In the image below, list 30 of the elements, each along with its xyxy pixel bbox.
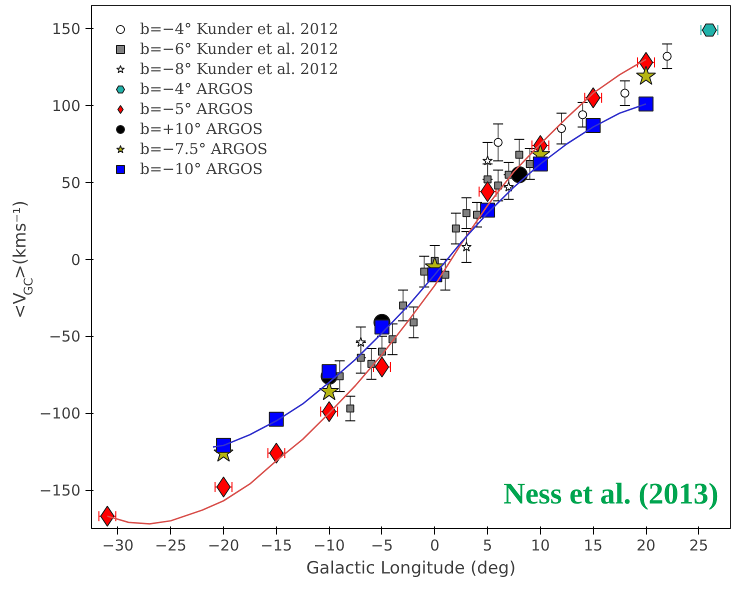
legend-label: b=−7.5° ARGOS [140, 140, 268, 158]
legend-label: b=+10° ARGOS [140, 120, 263, 138]
y-tick-label: 100 [52, 96, 81, 115]
legend-label: b=−8° Kunder et al. 2012 [140, 60, 338, 78]
y-axis-title: <VGC>(kms⁻¹) [10, 200, 36, 318]
x-tick-label: −10 [313, 536, 345, 554]
y-tick-label: −50 [48, 328, 80, 346]
legend-label: b=−6° Kunder et al. 2012 [140, 40, 338, 58]
x-tick-label: 5 [482, 536, 492, 554]
legend-label: b=−4° ARGOS [140, 80, 254, 98]
x-tick-label: 20 [636, 536, 656, 554]
legend-label: b=−5° ARGOS [140, 100, 254, 118]
x-tick-label: 10 [530, 536, 550, 554]
y-tick-label: 150 [52, 20, 81, 38]
y-tick-label: 50 [61, 174, 81, 192]
x-tick-label: 15 [584, 536, 603, 554]
annotation: Ness et al. (2013) [504, 478, 718, 510]
x-tick-label: −5 [370, 536, 394, 554]
x-tick-label: −15 [260, 536, 292, 554]
y-tick-label: 0 [70, 250, 81, 269]
legend-label: b=−4° Kunder et al. 2012 [140, 20, 338, 38]
x-tick-label: 25 [689, 536, 708, 554]
x-axis-title: Galactic Longitude (deg) [306, 558, 516, 578]
x-tick-label: −25 [154, 536, 187, 554]
x-tick-label: 0 [430, 536, 440, 554]
x-tick-label: −30 [102, 536, 134, 554]
y-tick-label: −100 [39, 404, 81, 423]
x-tick-label: −20 [208, 536, 240, 554]
legend-label: b=−10° ARGOS [140, 160, 263, 178]
y-tick-label: −150 [39, 482, 81, 500]
